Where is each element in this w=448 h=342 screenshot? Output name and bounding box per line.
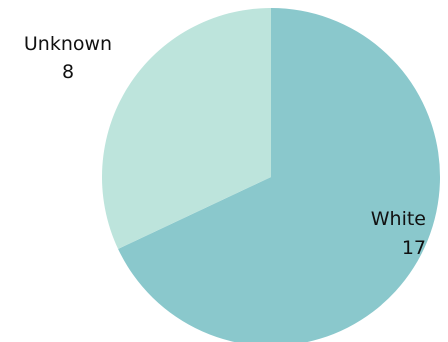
slice-label-unknown-category: Unknown xyxy=(24,33,112,55)
pie-slice-unknown xyxy=(101,8,272,249)
slice-label-white-value: 17 xyxy=(402,237,426,259)
slice-label-white-category: White xyxy=(371,208,426,230)
slice-label-unknown-value: 8 xyxy=(62,61,74,83)
pie-slice-white xyxy=(118,8,440,342)
